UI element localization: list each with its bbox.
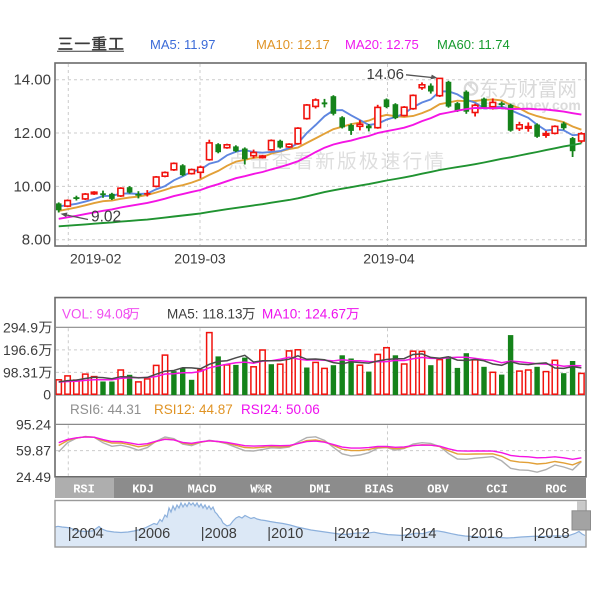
svg-text:|2004: |2004: [68, 526, 104, 542]
svg-text:98.31: 98.31: [3, 364, 38, 380]
svg-text:|2018: |2018: [534, 526, 570, 542]
svg-text:9.02: 9.02: [91, 209, 121, 226]
svg-text:196.6: 196.6: [3, 342, 38, 358]
svg-text:|2008: |2008: [201, 526, 237, 542]
svg-text:59.87: 59.87: [16, 443, 51, 459]
svg-text:10.00: 10.00: [13, 178, 51, 195]
svg-text:MA20: 12.75: MA20: 12.75: [345, 37, 419, 52]
svg-text:MACD: MACD: [188, 483, 217, 497]
svg-text:2019-04: 2019-04: [363, 251, 415, 267]
svg-text:0: 0: [43, 387, 51, 403]
svg-text:ROC: ROC: [545, 483, 567, 497]
svg-text:12.00: 12.00: [13, 125, 51, 142]
svg-text:2019-02: 2019-02: [70, 251, 122, 267]
svg-text:14.00: 14.00: [13, 72, 51, 89]
svg-text:|2016: |2016: [467, 526, 503, 542]
svg-text:|2014: |2014: [400, 526, 436, 542]
svg-text:14.06: 14.06: [366, 66, 404, 83]
svg-text:2019-03: 2019-03: [174, 251, 226, 267]
svg-text:KDJ: KDJ: [132, 483, 154, 497]
svg-text:MA60: 11.74: MA60: 11.74: [437, 37, 510, 52]
svg-text:8.00: 8.00: [22, 232, 51, 249]
svg-text:RSI12: 44.87: RSI12: 44.87: [154, 402, 233, 417]
svg-text:|2010: |2010: [267, 526, 303, 542]
svg-text:BIAS: BIAS: [365, 483, 394, 497]
svg-text:MA5: 118.13: MA5: 118.13: [167, 307, 243, 322]
svg-text:95.24: 95.24: [16, 416, 51, 432]
svg-text:|2006: |2006: [134, 526, 170, 542]
svg-text:MA10: 12.17: MA10: 12.17: [256, 37, 330, 52]
svg-text:VOL: 94.08: VOL: 94.08: [62, 307, 130, 322]
svg-text:OBV: OBV: [427, 483, 449, 497]
svg-text:|2012: |2012: [334, 526, 370, 542]
svg-text:RSI6: 44.31: RSI6: 44.31: [70, 402, 141, 417]
svg-text:MA5: 11.97: MA5: 11.97: [150, 37, 216, 52]
svg-text:RSI24: 50.06: RSI24: 50.06: [241, 402, 320, 417]
svg-text:CCI: CCI: [486, 483, 508, 497]
svg-text:MA10: 124.67: MA10: 124.67: [262, 307, 346, 322]
svg-text:24.49: 24.49: [16, 469, 51, 485]
svg-text:294.9: 294.9: [3, 319, 38, 335]
svg-text:RSI: RSI: [73, 483, 95, 497]
svg-text:DMI: DMI: [309, 483, 331, 497]
svg-text:W%R: W%R: [250, 483, 272, 497]
